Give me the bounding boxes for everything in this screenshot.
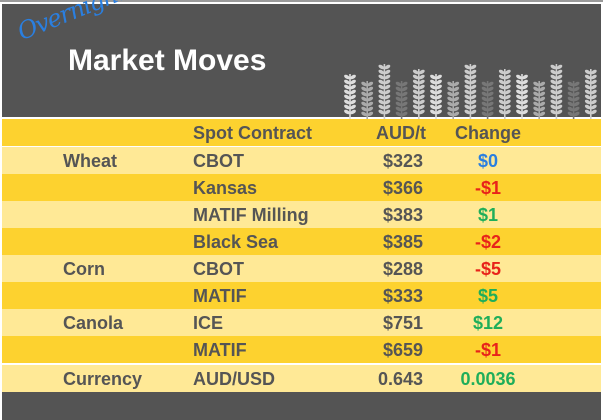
category: Currency [63, 369, 143, 389]
contract: Black Sea [193, 232, 279, 252]
wheat-stalk-icon [498, 69, 511, 119]
contract: MATIF Milling [193, 205, 309, 225]
col-header-price: AUD/t [376, 123, 426, 143]
contract: CBOT [193, 259, 244, 279]
contract: AUD/USD [193, 369, 276, 389]
change: $1 [477, 205, 499, 225]
change: $5 [477, 286, 499, 306]
price: 0.643 [377, 369, 423, 389]
wheat-stalk-icon [550, 64, 563, 119]
price: $323 [382, 151, 423, 171]
wheat-stalk-icon [584, 69, 597, 119]
change: $0 [477, 151, 499, 171]
change: -$1 [474, 340, 501, 360]
page-title: Market Moves [68, 44, 267, 77]
table-row-currency: Currency AUD/USD 0.643 0.0036 [2, 365, 601, 392]
wheat-stalk-icon [430, 74, 442, 119]
price: $383 [382, 205, 423, 225]
change: $12 [472, 313, 504, 333]
price: $333 [382, 286, 423, 306]
price: $659 [382, 340, 423, 360]
price: $385 [382, 232, 423, 252]
wheat-stalk-icon [361, 81, 374, 119]
footer-bar [2, 392, 601, 420]
overnight-label: Overnight [13, 0, 130, 46]
contract: MATIF [193, 286, 247, 306]
wheat-stalk-icon [481, 81, 494, 119]
category: Canola [63, 313, 124, 333]
table-row: MATIF $333 $5 [2, 282, 601, 309]
wheat-stalk-icon [533, 81, 546, 119]
category: Corn [63, 259, 105, 279]
table-row: Kansas $366 -$1 [2, 174, 601, 201]
wheat-stalk-icon [378, 64, 391, 119]
wheat-stalk-icon [567, 81, 580, 119]
table-row: Canola ICE $751 $12 [2, 309, 601, 336]
wheat-stalk-icon [412, 69, 425, 119]
contract: Kansas [193, 178, 258, 198]
table-header: Spot Contract AUD/t Change [2, 119, 601, 146]
table-row: Wheat CBOT $323 $0 [2, 147, 601, 174]
table-row: MATIF $659 -$1 [2, 336, 601, 363]
change: -$5 [474, 259, 501, 279]
wheat-stalk-icon [344, 74, 356, 119]
col-header-change: Change [454, 123, 521, 143]
wheat-stalk-icon [447, 81, 460, 119]
change: -$2 [474, 232, 501, 252]
change: -$1 [474, 178, 501, 198]
table-row: Corn CBOT $288 -$5 [2, 255, 601, 282]
col-header-contract: Spot Contract [193, 123, 312, 143]
price: $366 [382, 178, 423, 198]
contract: CBOT [193, 151, 244, 171]
contract: ICE [193, 313, 224, 333]
wheat-stalk-icon [464, 64, 477, 119]
price: $751 [382, 313, 423, 333]
table-row: Black Sea $385 -$2 [2, 228, 601, 255]
table-row: MATIF Milling $383 $1 [2, 201, 601, 228]
wheat-stalk-icon [395, 81, 408, 119]
wheat-stalks-icon [344, 64, 597, 119]
category: Wheat [63, 151, 117, 171]
change: 0.0036 [460, 369, 516, 389]
price: $288 [382, 259, 423, 279]
contract: MATIF [193, 340, 247, 360]
wheat-stalk-icon [516, 74, 528, 119]
header-banner: Overnight Market Moves [2, 0, 601, 119]
